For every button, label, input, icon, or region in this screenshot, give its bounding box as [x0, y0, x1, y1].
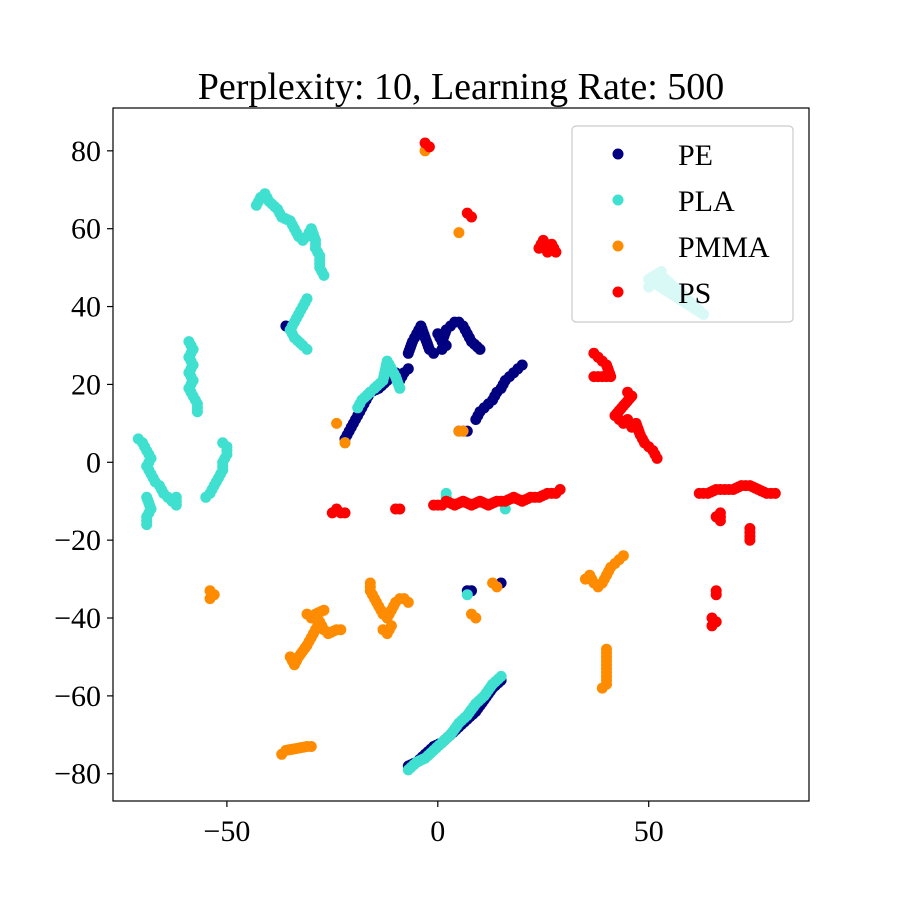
data-point — [651, 452, 663, 464]
data-point — [402, 596, 414, 608]
data-point — [200, 491, 212, 503]
legend-marker — [612, 194, 624, 206]
data-point — [423, 141, 435, 153]
legend-label: PMMA — [678, 231, 770, 264]
data-point — [305, 741, 317, 752]
data-point — [453, 227, 465, 239]
legend-marker — [612, 148, 624, 160]
data-point — [428, 347, 440, 359]
legend-marker — [612, 286, 624, 298]
data-point — [744, 534, 756, 546]
data-point — [402, 363, 414, 375]
data-point — [491, 581, 503, 593]
data-point — [516, 359, 528, 371]
data-point — [596, 682, 608, 694]
series-ps — [326, 137, 781, 632]
y-tick-label: −20 — [54, 524, 101, 557]
data-point — [301, 343, 313, 355]
x-axis: −50 0 50 — [203, 801, 664, 848]
legend: PE PLA PMMA PS — [571, 125, 794, 323]
data-point — [170, 491, 182, 503]
x-tick-label: 50 — [634, 815, 664, 848]
data-point — [339, 507, 351, 519]
data-point — [461, 589, 473, 601]
x-tick-label: 0 — [430, 815, 445, 848]
series-pmma — [204, 145, 629, 760]
data-point — [331, 417, 343, 429]
legend-label: PE — [678, 139, 713, 172]
data-point — [554, 484, 566, 495]
data-point — [457, 425, 469, 437]
legend-label: PS — [678, 277, 711, 310]
data-point — [710, 589, 722, 601]
y-tick-label: 40 — [71, 291, 101, 324]
plot-area — [132, 137, 781, 776]
data-point — [339, 437, 351, 449]
data-point — [335, 624, 347, 636]
data-point — [394, 503, 406, 515]
data-point — [470, 612, 482, 624]
y-tick-label: −60 — [54, 680, 101, 713]
data-point — [495, 670, 507, 682]
chart-title: Perplexity: 10, Learning Rate: 500 — [198, 66, 725, 108]
data-point — [141, 519, 153, 531]
y-tick-label: −40 — [54, 602, 101, 635]
x-tick-label: −50 — [203, 815, 250, 848]
data-point — [769, 487, 781, 499]
data-point — [461, 207, 473, 219]
y-tick-label: −80 — [54, 758, 101, 791]
legend-box — [571, 125, 794, 323]
data-point — [440, 340, 452, 351]
y-tick-label: 60 — [71, 213, 101, 246]
data-point — [318, 604, 330, 616]
data-point — [617, 550, 629, 562]
data-point — [474, 343, 486, 355]
data-point — [191, 406, 203, 418]
legend-marker — [612, 240, 624, 252]
data-point — [550, 246, 562, 258]
data-point — [385, 620, 397, 632]
data-point — [706, 620, 718, 632]
axes-frame — [112, 107, 810, 802]
data-point — [204, 593, 216, 605]
y-tick-label: 80 — [71, 135, 101, 168]
data-point — [318, 269, 330, 281]
legend-label: PLA — [678, 185, 735, 218]
y-tick-label: 0 — [86, 446, 101, 479]
data-point — [394, 382, 406, 394]
y-tick-label: 20 — [71, 368, 101, 401]
y-axis: −80 −60 −40 −20 0 20 40 60 80 — [54, 135, 113, 791]
data-point — [714, 515, 726, 527]
data-point — [588, 371, 600, 383]
